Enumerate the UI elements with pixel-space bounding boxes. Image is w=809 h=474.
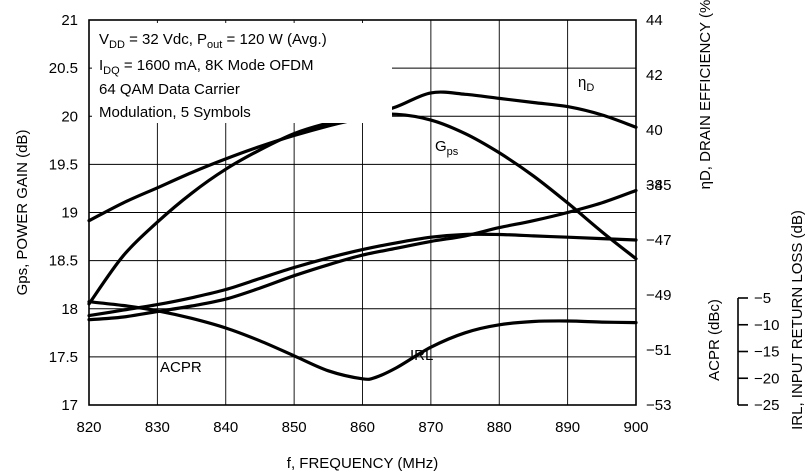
gain-tick-label-4: 19	[61, 205, 78, 222]
annotation-mod2: Modulation, 5 Symbols	[99, 104, 251, 121]
gain-tick-label-2: 18	[61, 301, 78, 318]
x-tick-label-3: 850	[282, 419, 307, 436]
acpr-tick-label-1: −47	[646, 232, 671, 249]
series-line-acpr2	[87, 232, 638, 318]
x-tick-label-2: 840	[213, 419, 238, 436]
y-axis-label-acpr: ACPR (dBc)	[706, 299, 723, 381]
y-axis-label-gain: Gps, POWER GAIN (dB)	[14, 130, 31, 296]
gain-tick-label-6: 20	[61, 108, 78, 125]
gain-tick-label-1: 17.5	[49, 349, 78, 366]
gain-tick-label-8: 21	[61, 12, 78, 29]
series-line-irl	[87, 300, 638, 381]
annotation-mod1: 64 QAM Data Carrier	[99, 81, 240, 98]
annotation-vdd: VDD = 32 Vdc, Pout = 120 W (Avg.)	[99, 31, 327, 51]
x-tick-label-8: 900	[623, 419, 648, 436]
gain-tick-label-7: 20.5	[49, 60, 78, 77]
gain-tick-label-0: 17	[61, 397, 78, 414]
efficiency-tick-label-0: 40	[646, 122, 663, 139]
acpr-tick-label-4: −53	[646, 397, 671, 414]
irl-tick-label-3: −20	[754, 370, 779, 387]
acpr-tick-label-3: −51	[646, 342, 671, 359]
acpr-tick-label-2: −49	[646, 287, 671, 304]
efficiency-tick-label-1: 42	[646, 67, 663, 84]
x-tick-label-1: 830	[145, 419, 170, 436]
axis-labels: f, FREQUENCY (MHz) Gps, POWER GAIN (dB) η…	[14, 0, 806, 472]
series-line-acpr	[87, 188, 638, 322]
series-label-gps: Gps	[435, 138, 459, 158]
conditions-box	[92, 23, 392, 123]
right-scales: −5 −10 −15 −20 −25	[737, 290, 779, 414]
x-tick-label-0: 820	[76, 419, 101, 436]
x-tick-label-5: 870	[418, 419, 443, 436]
irl-tick-label-1: −10	[754, 317, 779, 334]
annotation-idq: IDQ = 1600 mA, 8K Mode OFDM	[99, 57, 314, 77]
x-tick-label-4: 860	[350, 419, 375, 436]
x-axis-label: f, FREQUENCY (MHz)	[287, 455, 438, 472]
x-tick-label-7: 890	[555, 419, 580, 436]
gain-tick-label-5: 19.5	[49, 156, 78, 173]
acpr-tick-label-0: −45	[646, 177, 671, 194]
efficiency-tick-label-2: 44	[646, 12, 663, 29]
plot-frame	[88, 19, 637, 406]
x-tick-label-6: 880	[487, 419, 512, 436]
irl-tick-label-4: −25	[754, 397, 779, 414]
annotations: VDD = 32 Vdc, Pout = 120 W (Avg.) IDQ = 1…	[92, 23, 594, 376]
gain-tick-label-3: 18.5	[49, 253, 78, 270]
y-axis-label-irl: IRL, INPUT RETURN LOSS (dB)	[789, 210, 806, 430]
efficiency-tick-label-3: 38	[646, 177, 663, 194]
series-label-irl: IRL	[410, 347, 433, 364]
y-axis-label-efficiency: ηD, DRAIN EFFICIENCY (%)	[697, 0, 714, 189]
irl-tick-label-0: −5	[754, 290, 771, 307]
series-label-acpr: ACPR	[160, 359, 202, 376]
irl-tick-label-2: −15	[754, 344, 779, 361]
series-label-d: ηD	[578, 74, 594, 94]
ticks: 820 830 840 850 860 870 880 890 900 17 17.5 18 18.5 1…	[49, 12, 672, 436]
